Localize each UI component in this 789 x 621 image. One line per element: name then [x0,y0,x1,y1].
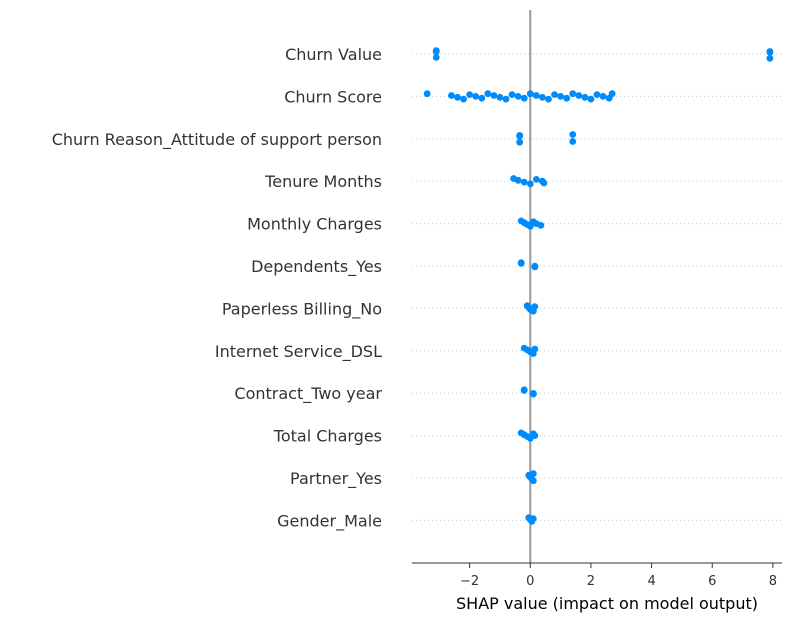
feature-label-dependents-yes: Dependents_Yes [251,257,382,277]
point-churn-score-15 [532,92,540,99]
point-churn-score-25 [593,91,601,98]
point-churn-score-21 [569,90,577,98]
point-churn-score-20 [563,94,571,102]
x-tick-label-3: 4 [647,574,655,589]
point-churn-value-5 [766,48,774,55]
point-churn-score-3 [460,95,467,103]
point-tenure-months-3 [526,180,534,188]
x-axis-ticks: −2 0 2 4 6 8 [460,563,777,589]
x-axis-title: SHAP value (impact on model output) [456,594,758,613]
feature-label-partner-yes: Partner_Yes [290,469,382,489]
point-churn-score-10 [502,95,510,103]
point-churn-reason-attitude-of-support-person-4 [569,131,577,138]
point-churn-score-12 [514,93,522,100]
point-churn-score-22 [575,92,583,99]
feature-labels: Churn Value Churn Score Churn Reason_Attit… [52,45,383,531]
point-tenure-months-2 [520,178,528,186]
point-internet-service-dsl-4 [531,345,539,353]
point-churn-score-19 [557,93,565,100]
point-tenure-months-1 [514,176,522,184]
point-churn-score-6 [478,94,486,102]
point-total-charges-5 [531,432,539,439]
x-tick-label-1: 0 [526,574,534,589]
point-churn-score-11 [508,91,516,98]
point-churn-score-16 [539,93,546,101]
point-churn-score-7 [484,90,492,98]
point-contract-two-year-4 [529,390,537,398]
point-churn-score-18 [551,91,558,98]
point-churn-score-14 [526,90,534,98]
point-churn-score-26 [599,93,607,100]
point-churn-score-23 [581,93,589,101]
x-tick-label-2: 2 [587,574,595,589]
point-dependents-yes-1 [517,259,525,266]
x-tick-label-0: −2 [460,574,479,589]
feature-label-churn-score: Churn Score [284,87,382,106]
row-guides [412,53,782,521]
feature-label-total-charges: Total Charges [273,427,382,446]
point-tenure-months-4 [532,176,540,183]
point-churn-score-17 [545,95,552,103]
feature-label-tenure-months: Tenure Months [264,172,382,191]
x-tick-label-4: 6 [708,574,716,589]
point-paperless-billing-no-4 [531,303,539,310]
point-churn-score-4 [466,91,474,98]
feature-label-monthly-charges: Monthly Charges [247,215,382,234]
point-churn-score-5 [472,93,480,100]
point-monthly-charges-6 [537,222,545,229]
point-churn-reason-attitude-of-support-person-3 [569,138,577,145]
point-dependents-yes-4 [531,263,539,271]
point-churn-score-1 [448,92,455,99]
feature-label-internet-service-dsl: Internet Service_DSL [215,342,382,362]
point-churn-score-13 [520,94,528,102]
point-churn-reason-attitude-of-support-person-2 [516,138,524,146]
feature-label-paperless-billing-no: Paperless Billing_No [222,299,382,319]
point-contract-two-year-1 [520,386,528,394]
feature-label-churn-value: Churn Value [285,45,382,64]
point-churn-score-0 [423,90,431,98]
point-churn-score-28 [608,90,616,98]
point-partner-yes-4 [529,470,537,478]
data-points [423,47,774,525]
point-churn-score-24 [587,95,595,103]
point-churn-score-9 [496,93,504,101]
point-churn-score-2 [454,93,461,101]
point-churn-value-2 [432,54,440,61]
x-tick-label-5: 8 [769,574,777,589]
point-partner-yes-3 [529,477,537,485]
point-tenure-months-6 [540,179,548,187]
feature-label-gender-male: Gender_Male [277,511,382,531]
feature-label-churn-reason-attitude-of-support-person: Churn Reason_Attitude of support person [52,130,382,150]
point-churn-reason-attitude-of-support-person-1 [516,132,524,139]
point-churn-value-3 [432,48,440,56]
point-gender-male-4 [529,515,537,522]
feature-label-contract-two-year: Contract_Two year [234,384,382,404]
point-churn-score-8 [490,92,498,99]
point-churn-value-6 [766,54,774,62]
